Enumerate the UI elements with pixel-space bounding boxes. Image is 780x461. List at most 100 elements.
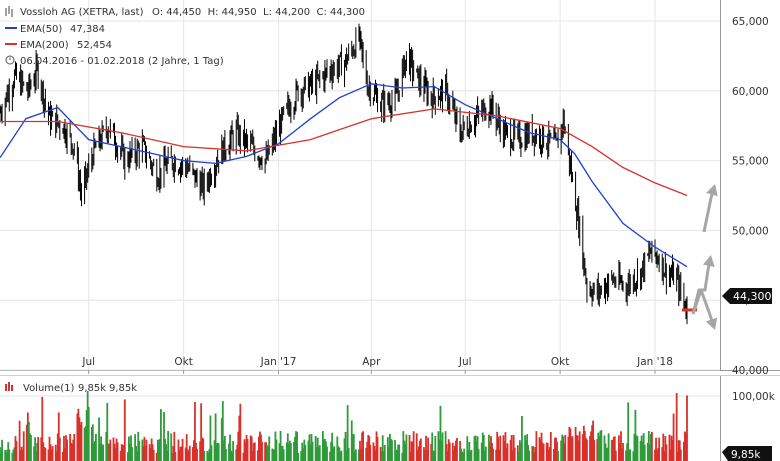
volume-bar — [43, 447, 46, 461]
volume-bar — [181, 438, 184, 461]
volume-bar — [468, 441, 471, 461]
volume-bar — [640, 435, 643, 461]
volume-bar — [300, 451, 303, 461]
volume-bar — [512, 435, 515, 461]
volume-bar — [278, 443, 281, 461]
volume-bar — [193, 440, 195, 461]
volume-bar — [679, 449, 682, 461]
volume-bar — [131, 447, 133, 461]
volume-bar — [535, 431, 538, 461]
volume-bar — [166, 450, 169, 461]
volume-bar — [25, 424, 28, 461]
volume-bar — [200, 403, 203, 461]
volume-bar — [85, 410, 88, 461]
volume-bar — [164, 438, 166, 461]
volume-bar — [134, 434, 137, 461]
volume-bar — [210, 445, 213, 461]
volume-bar — [505, 448, 508, 461]
volume-bar — [56, 433, 59, 461]
volume-bar — [451, 442, 454, 461]
volume-bar — [288, 440, 291, 461]
volume-bar — [560, 440, 563, 461]
volume-bar — [70, 442, 73, 461]
volume-bar — [239, 403, 242, 461]
volume-bar — [350, 420, 353, 461]
volume-bar — [236, 444, 239, 461]
volume-bar — [256, 450, 259, 461]
volume-bar — [123, 399, 126, 461]
forecast-arrows — [691, 184, 718, 330]
volume-bar — [119, 450, 122, 461]
volume-bar — [520, 443, 522, 461]
arrow-down — [691, 288, 718, 330]
volume-bar — [474, 435, 477, 461]
volume-bar — [250, 436, 253, 461]
volume-bar — [243, 439, 246, 461]
volume-bar — [86, 391, 89, 461]
volume-bar — [259, 431, 261, 461]
volume-bar — [416, 450, 419, 461]
volume-bar — [152, 449, 155, 461]
volume-bar — [476, 436, 479, 461]
volume-bar — [434, 435, 437, 461]
volume-bar — [63, 435, 65, 461]
volume-bar — [548, 447, 551, 461]
volume-bar — [412, 431, 415, 461]
volume-bar — [229, 434, 231, 461]
volume-bar — [216, 442, 219, 461]
volume-bar — [516, 445, 519, 461]
volume-bar — [30, 435, 32, 461]
volume-bar — [333, 446, 336, 461]
volume-bar — [253, 442, 256, 461]
volume-bar — [389, 433, 391, 461]
volume-bar — [600, 430, 603, 461]
volume-bar — [430, 444, 433, 461]
volume-bar — [5, 452, 8, 461]
volume-bar — [221, 401, 224, 461]
volume-bar — [481, 432, 484, 461]
volume-bar — [553, 449, 555, 461]
volume-bar — [286, 433, 289, 461]
volume-bar — [33, 446, 35, 461]
volume-bar — [591, 425, 593, 461]
volume-bar — [69, 434, 72, 461]
volume-bar — [426, 450, 428, 461]
volume-bar — [202, 438, 205, 461]
volume-bar — [307, 440, 310, 461]
volume-bar — [632, 451, 635, 461]
volume-bar — [589, 435, 591, 461]
volume-bar — [521, 416, 523, 461]
volume-bar — [495, 449, 498, 461]
volume-value-1: 9,85k — [78, 383, 106, 394]
volume-bar — [453, 445, 456, 461]
volume-bar — [315, 446, 318, 461]
volume-bars — [0, 391, 688, 461]
gridlines — [0, 0, 720, 397]
volume-bar — [633, 433, 636, 461]
volume-bar — [4, 449, 7, 461]
volume-bar — [249, 435, 252, 461]
ema50-line — [0, 83, 688, 268]
volume-bar — [155, 452, 158, 461]
volume-bar — [441, 432, 444, 461]
volume-bar — [359, 440, 361, 461]
ema200-line — [0, 108, 688, 197]
volume-bar — [439, 405, 442, 461]
volume-bar — [448, 442, 451, 461]
volume-bar — [203, 451, 206, 461]
last-volume-marker: 9,85k — [722, 446, 772, 461]
volume-bar — [603, 435, 606, 461]
axis-ticks: 40,00045,00050,00055,00060,00065,000JulO… — [81, 16, 775, 403]
volume-bar — [538, 437, 541, 461]
volume-bar — [409, 452, 412, 461]
volume-bar — [137, 431, 140, 461]
volume-bar — [669, 449, 672, 461]
volume-bar — [496, 431, 499, 461]
volume-bar — [556, 441, 558, 461]
volume-bar — [511, 450, 514, 461]
volume-bar — [29, 433, 31, 461]
volume-bar — [387, 447, 390, 461]
volume-bar — [606, 448, 609, 461]
volume-bar — [106, 403, 109, 461]
volume-bar — [542, 443, 545, 461]
